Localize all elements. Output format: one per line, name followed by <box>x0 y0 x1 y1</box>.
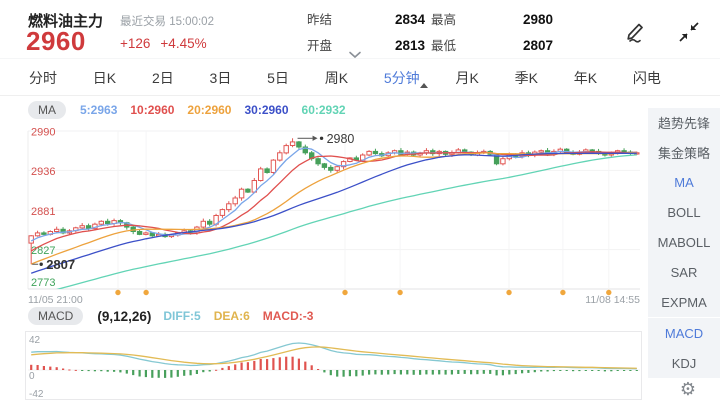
collapse-icon[interactable] <box>676 19 702 45</box>
change-value: +126 <box>120 36 151 51</box>
stat-value: 2834 <box>394 12 425 27</box>
stat-label: 开盘 <box>307 39 333 53</box>
ma-legend: MA 5:2963 10:2960 20:2960 30:2960 60:2932 <box>28 101 359 119</box>
gear-icon[interactable]: ⚙ <box>679 379 696 399</box>
svg-text:2936: 2936 <box>31 166 55 178</box>
last-price: 2960 <box>26 26 86 56</box>
svg-text:11/05 21:00: 11/05 21:00 <box>28 294 83 306</box>
svg-text:2827: 2827 <box>31 245 55 257</box>
last-trade-time: 最近交易 15:00:02 <box>120 16 214 28</box>
stat-label: 最低 <box>431 39 457 53</box>
tab-5日[interactable]: 5日 <box>267 69 289 86</box>
stat-value: 2813 <box>394 38 425 53</box>
tab-3日[interactable]: 3日 <box>209 69 232 86</box>
svg-text:11/08 14:55: 11/08 14:55 <box>585 294 640 306</box>
macd-values: DIFF:5 DEA:6 MACD:-3 <box>163 309 326 323</box>
macd-legend: MACD (9,12,26) DIFF:5 DEA:6 MACD:-3 <box>28 307 326 325</box>
sidebar-item-BOLL[interactable]: BOLL <box>667 205 701 221</box>
ma-values: 5:2963 10:2960 20:2960 30:2960 60:2932 <box>80 103 359 117</box>
legend-item: 10:2960 <box>130 103 175 117</box>
legend-item: MACD:-3 <box>262 309 314 323</box>
sidebar-item-集金策略[interactable]: 集金策略 <box>657 146 710 162</box>
period-tabbar: 分时 日K 2日 3日 5日 周K 5分钟 月K 季K 年K 闪电 <box>28 61 662 94</box>
tab-周K[interactable]: 周K <box>324 69 349 86</box>
change-percent: +4.45% <box>160 36 207 51</box>
sidebar-item-MACD[interactable]: MACD <box>648 317 720 348</box>
svg-text:2881: 2881 <box>31 206 55 218</box>
indicator-sidebar: 趋势先锋 集金策略 MA BOLL MABOLL SAR EXPMA MACD KDJ <box>648 108 720 378</box>
svg-text:2807: 2807 <box>46 257 75 272</box>
tab-2日[interactable]: 2日 <box>151 69 174 86</box>
legend-item: 5:2963 <box>80 103 118 117</box>
stat-label: 最高 <box>431 13 457 27</box>
sidebar-item-MA[interactable]: MA <box>674 175 694 191</box>
macd-chart[interactable]: 42 0 -42 <box>0 330 648 405</box>
candlestick-chart[interactable]: 2990 2936 2881 2827 2773 2980 2807 11/05 21:00 1… <box>0 124 648 308</box>
svg-text:2773: 2773 <box>31 277 55 289</box>
tab-dropdown-icon <box>419 82 428 88</box>
legend-item: 30:2960 <box>244 103 289 117</box>
legend-item: 60:2932 <box>301 103 346 117</box>
sidebar-item-KDJ[interactable]: KDJ <box>671 355 697 371</box>
ma-badge[interactable]: MA <box>28 101 66 119</box>
tab-月K[interactable]: 月K <box>455 69 479 86</box>
svg-text:0: 0 <box>29 371 35 382</box>
stat-value: 2980 <box>522 12 553 27</box>
tab-日K[interactable]: 日K <box>92 69 117 86</box>
legend-item: DEA:6 <box>213 309 250 323</box>
symbol-title: 燃料油主力 <box>28 13 104 30</box>
macd-params: (9,12,26) <box>97 308 152 324</box>
stat-label: 昨结 <box>307 13 333 27</box>
sidebar-item-MABOLL[interactable]: MABOLL <box>657 235 711 250</box>
chevron-down-icon[interactable] <box>348 46 362 59</box>
stat-value: 2807 <box>522 38 553 53</box>
tab-年K[interactable]: 年K <box>573 69 598 86</box>
tab-分时[interactable]: 分时 <box>29 69 57 86</box>
sidebar-item-EXPMA[interactable]: EXPMA <box>661 294 707 310</box>
tab-闪电[interactable]: 闪电 <box>632 69 661 86</box>
svg-text:2990: 2990 <box>31 127 55 139</box>
pen-icon[interactable] <box>622 19 648 45</box>
tab-5分钟[interactable]: 5分钟 <box>383 66 428 90</box>
legend-item: 20:2960 <box>187 103 232 117</box>
macd-badge[interactable]: MACD <box>28 307 84 325</box>
sidebar-item-SAR[interactable]: SAR <box>670 264 698 280</box>
svg-text:42: 42 <box>29 335 41 346</box>
tabbar-divider <box>0 95 720 96</box>
legend-item: DIFF:5 <box>163 309 201 323</box>
header-divider <box>0 58 720 59</box>
quote-stats: 昨结 2834 最高 2980 开盘 2813 最低 2807 <box>307 9 553 54</box>
svg-text:2980: 2980 <box>327 132 355 146</box>
sidebar-item-趋势先锋[interactable]: 趋势先锋 <box>657 116 710 132</box>
tab-季K[interactable]: 季K <box>514 69 538 86</box>
price-change: +126 +4.45% <box>120 36 217 51</box>
svg-text:-42: -42 <box>29 389 44 400</box>
